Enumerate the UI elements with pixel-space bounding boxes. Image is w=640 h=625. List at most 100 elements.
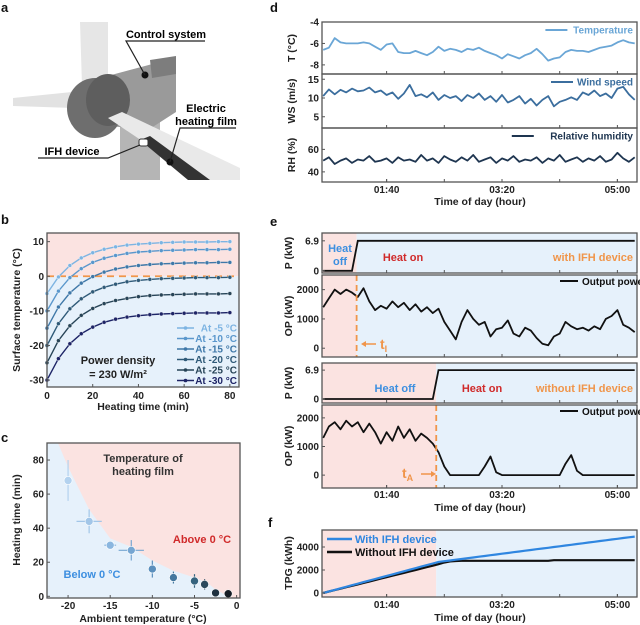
e-x-tick-label: 03:20 bbox=[489, 490, 515, 501]
b-data-point bbox=[136, 249, 141, 255]
b-y-tick-label: -30 bbox=[30, 376, 45, 387]
b-data-point bbox=[147, 262, 153, 267]
c-above-zero-label: Above 0 °C bbox=[173, 534, 231, 546]
b-data-point bbox=[159, 276, 164, 281]
electric-heating-film bbox=[140, 136, 210, 180]
f-x-tick-label: 01:40 bbox=[374, 600, 400, 611]
e-ylabel-output-with: OP (kW) bbox=[283, 296, 295, 337]
f-series-line bbox=[322, 535, 635, 595]
d-x-tick-label: 05:00 bbox=[605, 185, 631, 196]
b-data-point bbox=[113, 282, 118, 287]
b-data-point bbox=[147, 293, 153, 298]
b-data-point bbox=[67, 263, 73, 268]
b-data-point bbox=[170, 240, 175, 245]
panel-label-a: a bbox=[1, 0, 9, 15]
e-heat-off-region bbox=[322, 233, 357, 273]
b-data-point bbox=[227, 260, 233, 265]
e-heat-off-label-2: off bbox=[333, 256, 347, 268]
e-marker-t-a: tA bbox=[402, 465, 414, 483]
b-data-point bbox=[159, 261, 164, 266]
arrow-head-icon bbox=[361, 341, 366, 347]
panel-label-e: e bbox=[270, 214, 277, 229]
b-legend-label: At -5 °C bbox=[201, 324, 237, 335]
b-ylabel: Surface temperature (°C) bbox=[11, 248, 23, 372]
b-legend-label: At -20 °C bbox=[195, 355, 237, 366]
b-x-tick-label: 80 bbox=[224, 391, 236, 402]
e-output-y-tick-label: 2000 bbox=[297, 413, 320, 424]
control-system-box bbox=[150, 56, 176, 78]
b-data-point bbox=[193, 275, 198, 280]
b-data-point bbox=[204, 260, 210, 265]
f-xlabel: Time of day (hour) bbox=[434, 612, 525, 624]
b-data-point bbox=[170, 292, 175, 297]
b-plot-frame bbox=[46, 232, 240, 388]
b-legend-marker bbox=[183, 368, 188, 372]
b-data-point bbox=[79, 255, 84, 261]
wind-turbine-illustration: Control system Electric heating film IFH… bbox=[13, 22, 240, 180]
b-data-point bbox=[159, 240, 164, 245]
e-ylabel-power-with: P (kW) bbox=[283, 237, 295, 269]
b-legend-marker bbox=[183, 378, 188, 383]
b-data-point bbox=[136, 294, 141, 299]
b-annotation-power-density: Power density bbox=[81, 355, 156, 367]
b-data-point bbox=[90, 324, 95, 330]
b-data-point bbox=[56, 356, 61, 361]
b-xlabel: Heating time (min) bbox=[97, 401, 189, 413]
b-data-point bbox=[113, 316, 118, 322]
e-marker-t-i-main: t bbox=[380, 336, 385, 352]
e-marker-t-i-sub: I bbox=[385, 344, 388, 354]
turbine-hub-face bbox=[86, 74, 130, 126]
ifh-device-leader bbox=[38, 144, 141, 159]
e-power-frame bbox=[321, 362, 638, 404]
e-xlabel: Time of day (hour) bbox=[434, 502, 525, 514]
b-data-point bbox=[124, 242, 130, 248]
panel-label-c: c bbox=[1, 430, 8, 445]
e-output-y-tick-label: 0 bbox=[313, 344, 319, 355]
b-data-point bbox=[136, 241, 141, 247]
b-data-point bbox=[67, 290, 73, 296]
b-data-point bbox=[124, 314, 130, 320]
e-heat-off-label-1: Heat bbox=[328, 243, 352, 255]
c-y-tick-label: 80 bbox=[33, 456, 45, 467]
b-data-point bbox=[124, 279, 130, 284]
d-y-tick-label: 10 bbox=[308, 94, 320, 105]
b-legend-marker bbox=[183, 336, 188, 341]
b-data-point bbox=[193, 310, 198, 316]
d-y-tick-label: 40 bbox=[308, 167, 320, 178]
b-data-point bbox=[193, 260, 198, 265]
c-data-point bbox=[190, 576, 199, 586]
e-output-y-tick-label: 0 bbox=[313, 471, 319, 482]
b-data-point bbox=[193, 247, 198, 252]
e-heat-off-region bbox=[322, 405, 437, 488]
b-data-point bbox=[193, 239, 198, 245]
b-y-tick-label: -10 bbox=[30, 306, 45, 317]
b-legend-label: At -30 °C bbox=[195, 376, 237, 387]
f-y-tick-label: 0 bbox=[313, 588, 319, 599]
d-y-tick-label: 15 bbox=[308, 75, 320, 86]
heating-film-label-2: heating film bbox=[175, 116, 237, 128]
b-data-point bbox=[204, 239, 210, 245]
control-system-label: Control system bbox=[126, 29, 206, 41]
b-data-point bbox=[67, 306, 73, 311]
d-series-line bbox=[322, 37, 635, 62]
e-marker-arrow-t-a bbox=[421, 471, 436, 477]
b-data-point bbox=[159, 248, 164, 253]
d-series-line bbox=[322, 151, 636, 165]
c-x-tick-label: -5 bbox=[190, 601, 199, 612]
b-data-point bbox=[159, 311, 164, 317]
turbine-blade-lower bbox=[108, 112, 240, 180]
b-data-point bbox=[216, 239, 221, 244]
b-data-point bbox=[113, 298, 118, 303]
c-region-title-2: heating film bbox=[112, 466, 174, 478]
b-data-point bbox=[67, 323, 73, 328]
c-x-tick-label: 0 bbox=[234, 601, 240, 612]
b-data-point bbox=[227, 291, 233, 296]
b-legend-label: At -10 °C bbox=[195, 334, 237, 345]
f-x-tick-label: 03:20 bbox=[489, 600, 515, 611]
b-data-point bbox=[216, 291, 221, 297]
e-ylabel-output-without: OP (kW) bbox=[283, 426, 295, 467]
panel-label-d: d bbox=[270, 0, 278, 15]
b-data-point bbox=[90, 260, 95, 265]
b-data-point bbox=[79, 331, 84, 336]
d-x-tick-label: 01:40 bbox=[374, 185, 400, 196]
